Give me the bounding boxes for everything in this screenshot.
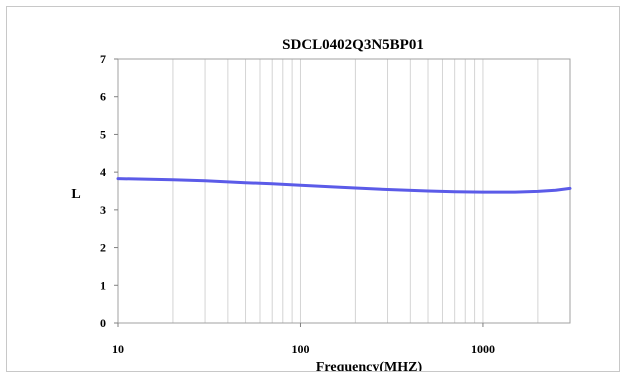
y-tick-label: 1 — [100, 278, 106, 292]
chart-frame: SDCL0402Q3N5BP01 0 1 2 3 4 5 6 7 10 100 1000 L Fre… — [6, 6, 620, 372]
y-tick-label: 0 — [100, 316, 106, 330]
x-tick-label: 10 — [112, 342, 124, 356]
x-tick-label: 100 — [291, 342, 309, 356]
x-axis-label: Frequency(MHZ) — [316, 360, 423, 371]
y-tick-label: 4 — [100, 165, 106, 179]
series-layer — [116, 177, 572, 194]
plot-area — [117, 58, 571, 324]
y-tick-label: 2 — [100, 241, 106, 255]
y-tick-label: 6 — [100, 90, 106, 104]
tick-layer: 0 1 2 3 4 5 6 7 10 100 1000 — [100, 52, 495, 356]
y-axis-label: L — [71, 187, 80, 202]
y-tick-label: 5 — [100, 127, 106, 141]
y-tick-label: 7 — [100, 52, 106, 66]
chart-canvas: SDCL0402Q3N5BP01 0 1 2 3 4 5 6 7 10 100 1000 L Fre… — [71, 37, 572, 371]
y-tick-label: 3 — [100, 203, 106, 217]
series-line — [116, 177, 572, 194]
x-tick-label: 1000 — [471, 342, 495, 356]
chart-title: SDCL0402Q3N5BP01 — [282, 37, 424, 53]
